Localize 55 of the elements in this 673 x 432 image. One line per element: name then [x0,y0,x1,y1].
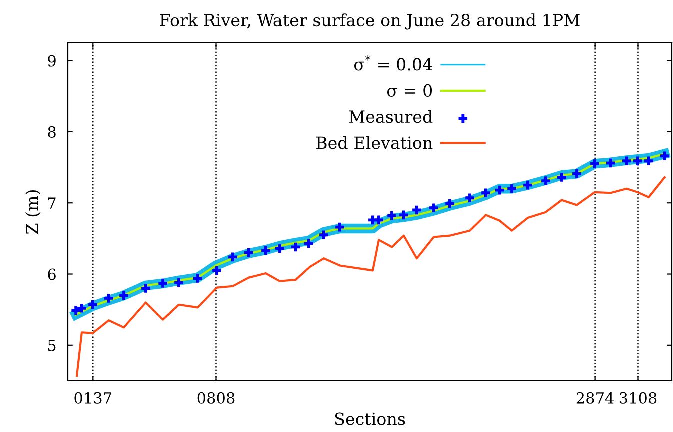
point [276,244,284,254]
point [304,239,314,248]
point [400,210,408,220]
x-tick-label: 0137 [74,392,112,404]
x-tick-label: 0808 [198,392,235,404]
point [174,278,184,288]
point [142,284,150,293]
point [158,279,168,288]
point [78,304,86,313]
point [606,158,616,168]
point [388,212,396,220]
y-tick-label: 7 [48,198,56,209]
point [633,156,642,166]
point [412,206,422,215]
point [558,173,566,182]
point [429,204,438,212]
y-tick-label: 8 [48,126,56,138]
x-tick-label: 3108 [620,392,657,404]
point [212,266,222,276]
y-axis-title: Z (m) [25,190,41,234]
point [374,216,384,225]
legend-label: σ$^{*}$ = 0.04 [354,55,432,71]
point [572,170,582,178]
point [508,184,516,194]
y-tick-label: 9 [48,55,56,67]
point [524,180,532,190]
x-tick-label: 2874 [576,392,614,404]
point [120,291,128,300]
point [336,222,344,232]
legend-label: Bed Elevation [316,136,433,150]
point [104,294,114,303]
point [466,194,474,203]
point [244,248,254,258]
point [446,199,454,208]
line-series [76,176,666,378]
point [496,186,504,195]
x-axis-title: Sections [335,412,406,426]
point [194,274,202,283]
point [622,156,632,166]
y-tick-label: 6 [48,268,56,280]
point [660,152,670,161]
y-tick-label: 5 [48,340,56,352]
chart-title: Fork River, Water surface on June 28 around 1PM [160,14,580,30]
point [88,300,98,310]
point [291,242,300,252]
legend-label: Measured [349,110,433,124]
point [644,156,654,166]
legend-label: σ = 0 [387,84,432,98]
point [482,188,490,198]
point [590,160,600,168]
point [320,230,328,240]
point [542,176,550,186]
point [72,306,80,315]
point [262,246,270,256]
point [228,252,238,262]
